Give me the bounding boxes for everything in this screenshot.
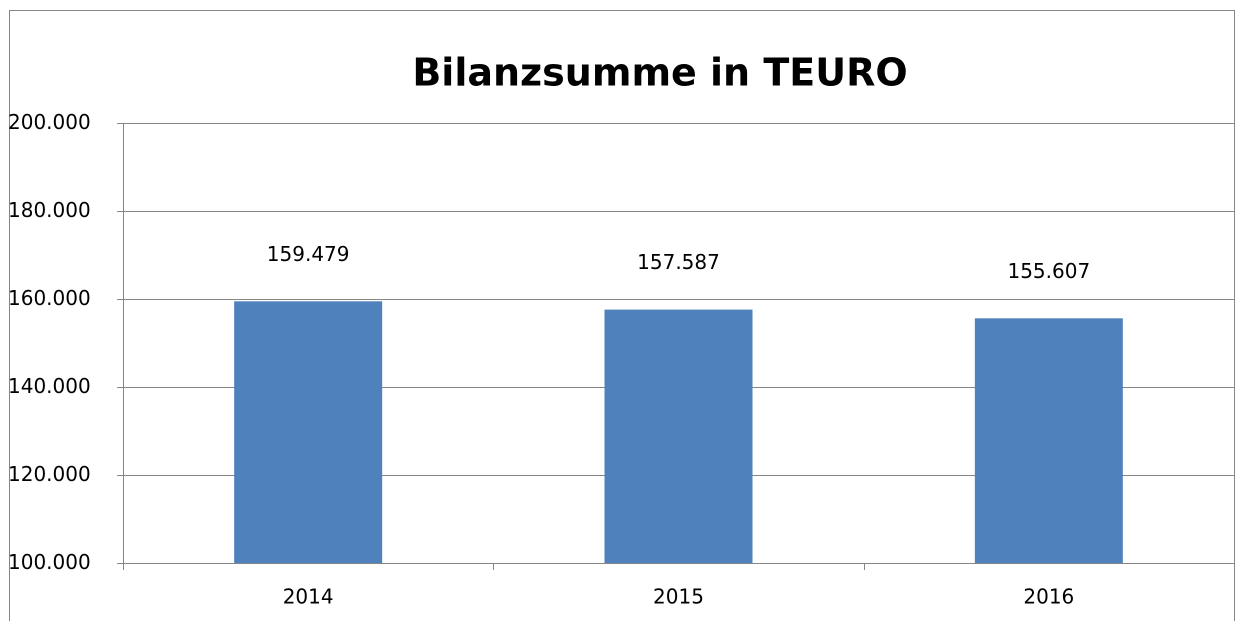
y-tick-label: 180.000 [8, 198, 91, 222]
bar [234, 301, 383, 563]
y-tick-label: 200.000 [8, 110, 91, 134]
x-tick-label: 2014 [283, 585, 334, 609]
x-tick-label: 2016 [1023, 585, 1074, 609]
data-label: 159.479 [267, 242, 350, 266]
chart-title: Bilanzsumme in TEURO [412, 51, 907, 95]
y-tick-label: 140.000 [8, 374, 91, 398]
bar [974, 318, 1123, 563]
y-tick-label: 160.000 [8, 286, 91, 310]
y-tick-label: 100.000 [8, 550, 91, 574]
x-tick-label: 2015 [653, 585, 704, 609]
chart-frame [9, 10, 1235, 621]
data-label: 157.587 [637, 250, 720, 274]
y-tick-label: 120.000 [8, 462, 91, 486]
bar [604, 309, 753, 563]
data-label: 155.607 [1007, 259, 1090, 283]
